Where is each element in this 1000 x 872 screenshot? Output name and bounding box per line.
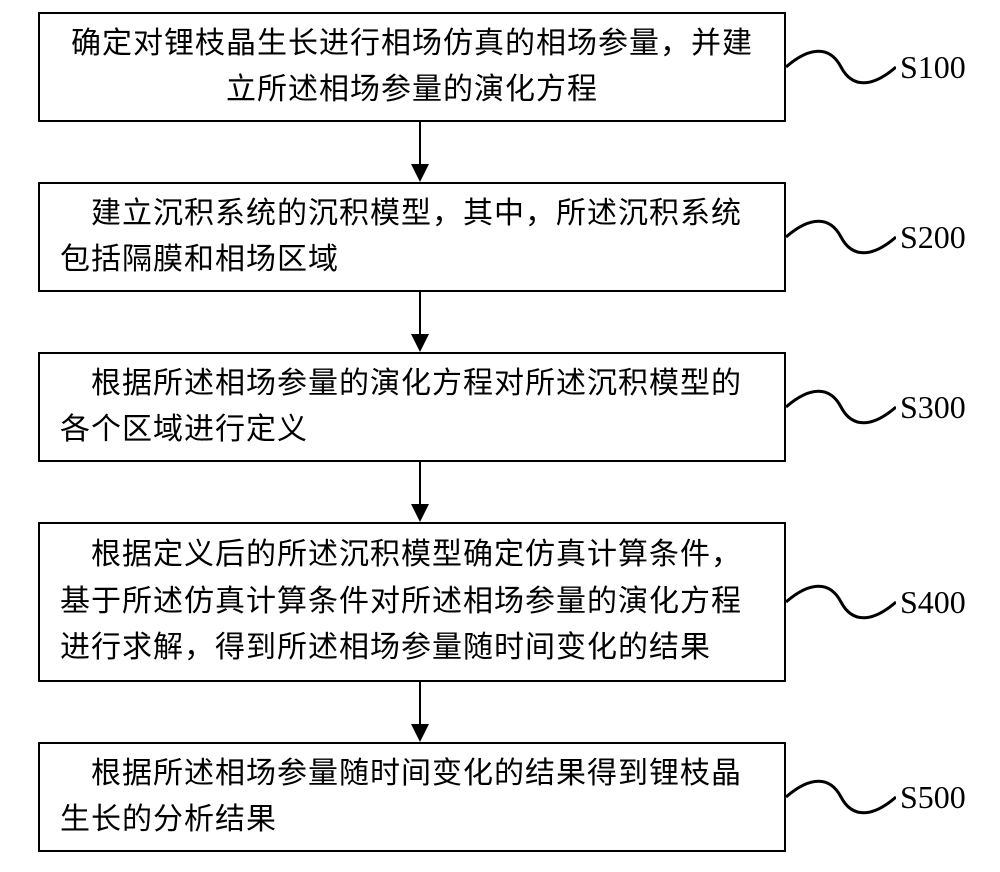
curve-s400 xyxy=(786,577,896,627)
curve-s300 xyxy=(786,382,896,432)
arrow-s400-s500 xyxy=(411,682,429,742)
curve-s200 xyxy=(786,212,896,262)
arrow-head-icon xyxy=(411,724,429,742)
arrow-line xyxy=(419,292,422,334)
step-box-s300: 根据所述相场参量的演化方程对所述沉积模型的各个区域进行定义 xyxy=(38,352,786,462)
step-box-s400: 根据定义后的所述沉积模型确定仿真计算条件，基于所述仿真计算条件对所述相场参量的演… xyxy=(38,522,786,682)
arrow-line xyxy=(419,122,422,164)
arrow-head-icon xyxy=(411,504,429,522)
step-text-s300: 根据所述相场参量的演化方程对所述沉积模型的各个区域进行定义 xyxy=(60,361,764,454)
flowchart-canvas: 确定对锂枝晶生长进行相场仿真的相场参量，并建立所述相场参量的演化方程 S100 建… xyxy=(0,0,1000,872)
arrow-line xyxy=(419,462,422,504)
curve-s500 xyxy=(786,772,896,822)
step-label-s100: S100 xyxy=(900,49,966,86)
step-box-s200: 建立沉积系统的沉积模型，其中，所述沉积系统包括隔膜和相场区域 xyxy=(38,182,786,292)
step-text-s200: 建立沉积系统的沉积模型，其中，所述沉积系统包括隔膜和相场区域 xyxy=(60,191,764,284)
step-text-s500: 根据所述相场参量随时间变化的结果得到锂枝晶生长的分析结果 xyxy=(60,751,764,844)
step-text-s100: 确定对锂枝晶生长进行相场仿真的相场参量，并建立所述相场参量的演化方程 xyxy=(60,21,764,114)
step-box-s100: 确定对锂枝晶生长进行相场仿真的相场参量，并建立所述相场参量的演化方程 xyxy=(38,12,786,122)
step-text-s400: 根据定义后的所述沉积模型确定仿真计算条件，基于所述仿真计算条件对所述相场参量的演… xyxy=(60,532,764,672)
arrow-line xyxy=(419,682,422,724)
step-label-s400: S400 xyxy=(900,584,966,621)
step-box-s500: 根据所述相场参量随时间变化的结果得到锂枝晶生长的分析结果 xyxy=(38,742,786,852)
arrow-s300-s400 xyxy=(411,462,429,522)
step-label-s200: S200 xyxy=(900,219,966,256)
step-label-s500: S500 xyxy=(900,779,966,816)
arrow-head-icon xyxy=(411,164,429,182)
curve-s100 xyxy=(786,42,896,92)
arrow-s200-s300 xyxy=(411,292,429,352)
arrow-s100-s200 xyxy=(411,122,429,182)
arrow-head-icon xyxy=(411,334,429,352)
step-label-s300: S300 xyxy=(900,389,966,426)
